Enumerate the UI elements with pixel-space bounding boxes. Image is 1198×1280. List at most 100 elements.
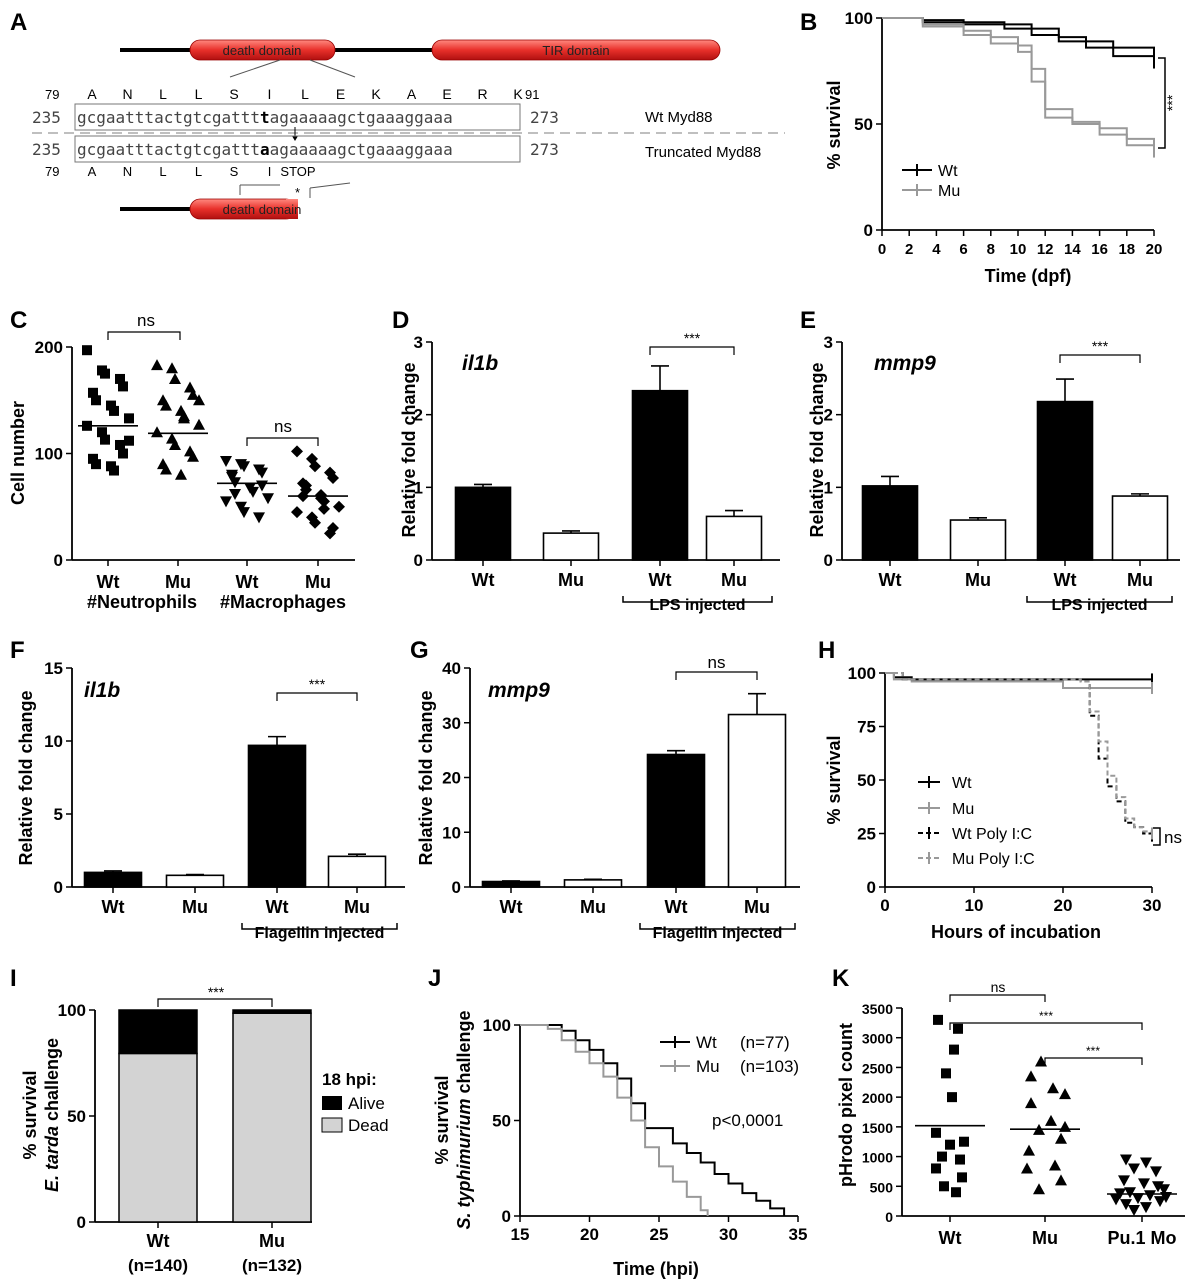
h-series-1: [885, 672, 1152, 689]
bar-3: [327, 855, 387, 888]
c-point: [238, 507, 250, 519]
panel-letter-d: D: [392, 307, 409, 334]
k-xcat: Wt: [939, 1228, 962, 1248]
k-point: [1140, 1157, 1152, 1169]
c-point: [187, 450, 199, 462]
h-xlabel: Hours of incubation: [931, 922, 1101, 942]
group-label: Flagellin injected: [653, 925, 783, 942]
truncated-myd88-label: Truncated Myd88: [645, 144, 761, 161]
mu-aa-4: S: [230, 164, 239, 179]
k-point: [1140, 1202, 1152, 1214]
k-point: [959, 1136, 969, 1147]
c-point: [178, 410, 190, 422]
c-point: [124, 435, 134, 446]
k-point: [1025, 1070, 1037, 1082]
k-point: [947, 1092, 957, 1103]
k-point: [953, 1023, 963, 1034]
nt-end-wt: 273: [530, 108, 559, 127]
e-ytick-label: 2: [824, 406, 833, 425]
panel-letter-g: G: [410, 637, 429, 664]
k-point: [1055, 1174, 1067, 1186]
sig-label: ***: [309, 676, 326, 692]
k-point: [1118, 1175, 1130, 1187]
h-significance: ns: [1164, 828, 1182, 847]
k-ytick-label: 3000: [862, 1031, 893, 1047]
death-domain-label: death domain: [223, 43, 302, 58]
k-point: [931, 1127, 941, 1138]
c-ytick-label: 100: [35, 445, 63, 464]
k-point: [1128, 1163, 1140, 1175]
d-ytick-label: 1: [414, 478, 423, 497]
gene-label: il1b: [84, 679, 120, 702]
bar-0: [83, 871, 143, 888]
h-xtick-label: 0: [880, 896, 889, 915]
k-point: [1059, 1088, 1071, 1100]
j-xtick-label: 25: [650, 1225, 669, 1244]
b-xtick-label: 0: [878, 241, 886, 258]
truncation-asterisk: *: [295, 185, 300, 200]
d-ytick-label: 3: [414, 333, 423, 352]
panel-letter-e: E: [800, 307, 816, 334]
g-ytick-label: 30: [442, 714, 461, 733]
i-bar-alive-0: [118, 1009, 198, 1055]
k-point: [1120, 1154, 1132, 1166]
wt-aa-12: K: [513, 86, 523, 102]
g-ytick-label: 0: [452, 878, 461, 897]
j-series-wt: [520, 1024, 786, 1216]
xcat-label: Mu: [965, 570, 991, 590]
b-xlabel: Time (dpf): [985, 266, 1072, 286]
j-ylabel-1: % survival: [432, 1075, 452, 1164]
i-significance: ***: [208, 984, 225, 1000]
wt-aa-8: K: [371, 86, 381, 102]
j-legend-wt-n: (n=77): [740, 1033, 790, 1052]
c-point: [115, 373, 125, 384]
k-point: [1045, 1114, 1057, 1126]
k-xcat: Mu: [1032, 1228, 1058, 1248]
d-ytick-label: 0: [414, 551, 423, 570]
c-point: [238, 461, 250, 473]
c-point: [220, 455, 232, 467]
h-ylabel: % survival: [824, 735, 844, 824]
c-ns-neutrophils: ns: [137, 311, 155, 330]
panel-g: 0 10 20 30 40 Wt Mu Wt Mu mmp9 Relative fold chang…: [416, 653, 800, 942]
b-xtick-label: 10: [1010, 241, 1027, 258]
c-point: [262, 493, 274, 505]
e-ytick-label: 3: [824, 333, 833, 352]
c-point: [100, 434, 110, 445]
h-series-2: [885, 672, 1153, 836]
j-pvalue: p<0,0001: [712, 1111, 783, 1130]
h-xtick-label: 10: [965, 896, 984, 915]
c-point: [187, 388, 199, 400]
c-point: [175, 468, 187, 480]
k-point: [1132, 1193, 1144, 1205]
c-ns-macrophages: ns: [274, 417, 292, 436]
i-ytick-label: 0: [77, 1213, 86, 1232]
mu-aa-3: L: [195, 164, 202, 179]
ylabel: Relative fold change: [807, 362, 827, 537]
xcat-label: Wt: [879, 570, 902, 590]
j-xtick-label: 35: [789, 1225, 808, 1244]
panel-a: death domain TIR domain 79 91 A N L L S I L E K A…: [32, 39, 785, 220]
k-sig-mu-pu1: ***: [1086, 1044, 1100, 1058]
c-point: [229, 488, 241, 500]
mu-aa-6: STOP: [280, 164, 315, 179]
k-point: [951, 1187, 961, 1198]
i-ylabel-1: % survival: [20, 1070, 40, 1159]
c-xcat: Mu: [305, 572, 331, 592]
panel-letter-j: J: [428, 965, 441, 992]
b-xtick-label: 2: [905, 241, 913, 258]
k-ytick-label: 2500: [862, 1060, 893, 1076]
h-ytick-label: 75: [857, 718, 876, 737]
g-ytick-label: 10: [442, 823, 461, 842]
j-legend-mu-n: (n=103): [740, 1057, 799, 1076]
k-point: [1047, 1082, 1059, 1094]
k-point: [949, 1044, 959, 1055]
k-ytick-label: 0: [885, 1209, 893, 1225]
d-ytick-label: 2: [414, 406, 423, 425]
i-n: (n=140): [128, 1256, 188, 1275]
h-legend-mu: Mu: [952, 801, 974, 818]
k-point: [1152, 1181, 1164, 1193]
h-ytick-label: 50: [857, 771, 876, 790]
